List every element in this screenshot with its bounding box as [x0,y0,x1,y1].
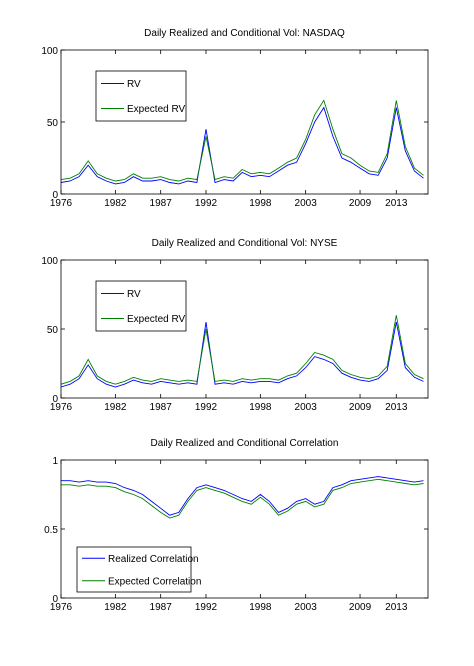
x-tick-label: 1982 [104,198,127,209]
x-tick-label: 1982 [104,602,127,613]
series-line-expected [61,478,424,519]
legend-box [95,280,187,332]
x-tick-label: 1976 [50,402,73,413]
x-tick-label: 1987 [150,402,173,413]
legend-label: Expected Correlation [108,576,201,587]
y-tick-label: 50 [47,118,59,129]
x-tick-label: 2003 [295,602,318,613]
x-tick-label: 2003 [295,198,318,209]
x-tick-label: 2009 [349,602,372,613]
x-tick-label: 1992 [195,402,218,413]
y-tick-label: 0 [52,394,58,405]
x-tick-label: 2003 [295,402,318,413]
legend-label: Expected RV [127,104,186,115]
x-tick-label: 2013 [385,602,408,613]
x-tick-label: 2009 [349,402,372,413]
x-tick-label: 2013 [385,198,408,209]
legend: RV Expected RV [95,280,187,332]
series-line-realized [60,106,424,185]
x-tick-label: 1998 [249,198,272,209]
x-tick-label: 2009 [349,198,372,209]
legend-label: RV [127,289,141,300]
chart-panel-3: Daily Realized and Conditional Correlati… [44,438,429,613]
legend-label: RV [127,79,141,90]
chart-panel-2: Daily Realized and Conditional Vol: NYSE… [41,238,429,413]
series-line-expected [60,99,424,182]
x-tick-label: 1992 [195,198,218,209]
x-tick-label: 1982 [104,402,127,413]
series-line-realized [61,476,424,516]
y-tick-label: 100 [41,46,58,57]
legend: RV Expected RV [95,70,187,122]
y-tick-label: 0 [52,594,58,605]
legend-box [95,70,187,122]
legend-label: Realized Correlation [108,554,199,565]
x-tick-label: 2013 [385,402,408,413]
chart-title: Daily Realized and Conditional Correlati… [151,438,339,449]
y-tick-label: 100 [41,256,58,267]
legend-label: Expected RV [127,314,186,325]
series-line-realized [60,322,424,388]
x-tick-label: 1992 [195,602,218,613]
x-tick-label: 1976 [50,602,73,613]
x-tick-label: 1998 [249,402,272,413]
chart-title: Daily Realized and Conditional Vol: NYSE [152,238,338,249]
x-tick-label: 1976 [50,198,73,209]
chart-panel-1: Daily Realized and Conditional Vol: NASD… [41,28,429,209]
y-tick-label: 1 [52,456,58,467]
x-tick-label: 1987 [150,198,173,209]
series-line-expected [60,315,424,385]
y-tick-label: 0.5 [44,525,58,536]
chart-title: Daily Realized and Conditional Vol: NASD… [144,28,345,39]
legend: Realized Correlation Expected Correlation [76,546,201,593]
y-tick-label: 0 [52,190,58,201]
x-tick-label: 1998 [249,602,272,613]
legend-box [76,546,192,593]
y-tick-label: 50 [47,325,59,336]
x-tick-label: 1987 [150,602,173,613]
